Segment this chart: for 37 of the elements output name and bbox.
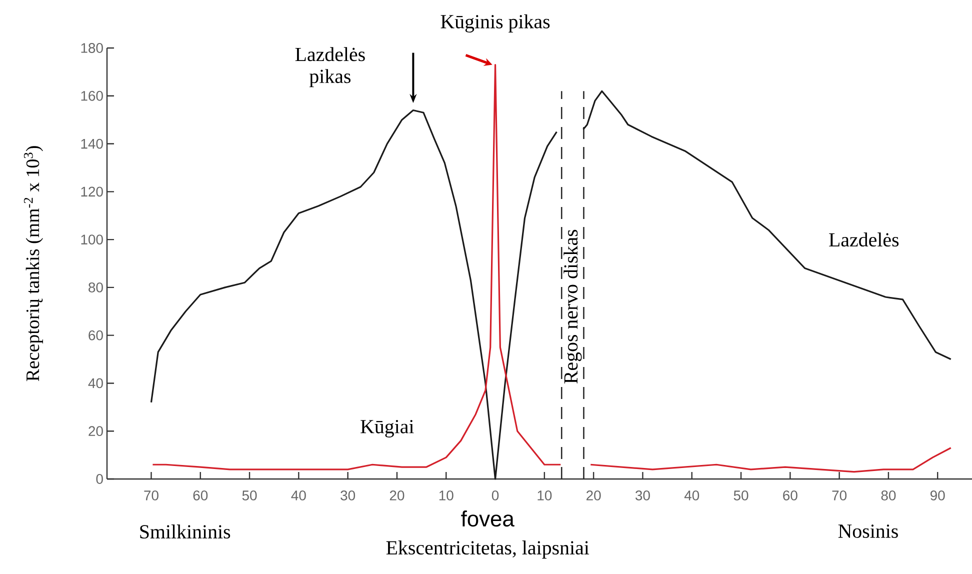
- x-tick-label: 70: [832, 490, 847, 500]
- x-tick-label: 50: [242, 490, 257, 500]
- x-tick-label: 60: [193, 490, 208, 500]
- text: Smilkininis: [140, 524, 230, 539]
- x-tick-label: 20: [586, 490, 601, 500]
- x-tick-label: 10: [439, 490, 454, 500]
- y-tick-label: 60: [88, 330, 103, 340]
- y-tick-label: 140: [81, 138, 103, 149]
- y-axis-title: Receptorių tankis (mm$^{-2}$ x 10$^{3}$): [24, 146, 43, 382]
- x-tick-label: 40: [684, 490, 700, 500]
- x-tick-label: 0: [492, 490, 499, 500]
- y-tick-label: 80: [88, 282, 103, 292]
- x-tick-label: 30: [340, 490, 356, 500]
- x-tick-label: 90: [930, 490, 945, 500]
- text: fovea: [461, 510, 514, 527]
- ref-line-label: Regos nervo diskas: [564, 230, 582, 384]
- x-tick-label: 50: [734, 490, 748, 500]
- text: Nosinis: [838, 524, 898, 538]
- x-tick-label: 60: [783, 490, 798, 500]
- x-tick-label: 20: [390, 490, 404, 500]
- x-tick-label: 80: [881, 490, 896, 500]
- annotation: Kūginis pikas: [440, 14, 550, 32]
- y-tick-label: 160: [81, 90, 103, 101]
- x-tick-label: 40: [291, 490, 306, 500]
- series-label: Kūgiai: [360, 420, 414, 438]
- x-axis-title: Ekscentricitetas, laipsniai: [386, 540, 590, 559]
- series-label: Lazdelės: [829, 232, 899, 247]
- y-tick-label: 20: [88, 426, 103, 436]
- x-tick-label: 70: [144, 490, 158, 500]
- y-tick-label: 100: [81, 234, 103, 244]
- x-tick-label: 10: [538, 490, 552, 500]
- y-tick-label: 0: [96, 474, 103, 484]
- annotation: Lazdelės pikas: [295, 47, 365, 88]
- y-tick-label: 180: [81, 43, 103, 53]
- y-tick-label: 120: [81, 186, 103, 197]
- y-tick-label: 40: [88, 378, 103, 388]
- x-tick-label: 30: [635, 490, 650, 500]
